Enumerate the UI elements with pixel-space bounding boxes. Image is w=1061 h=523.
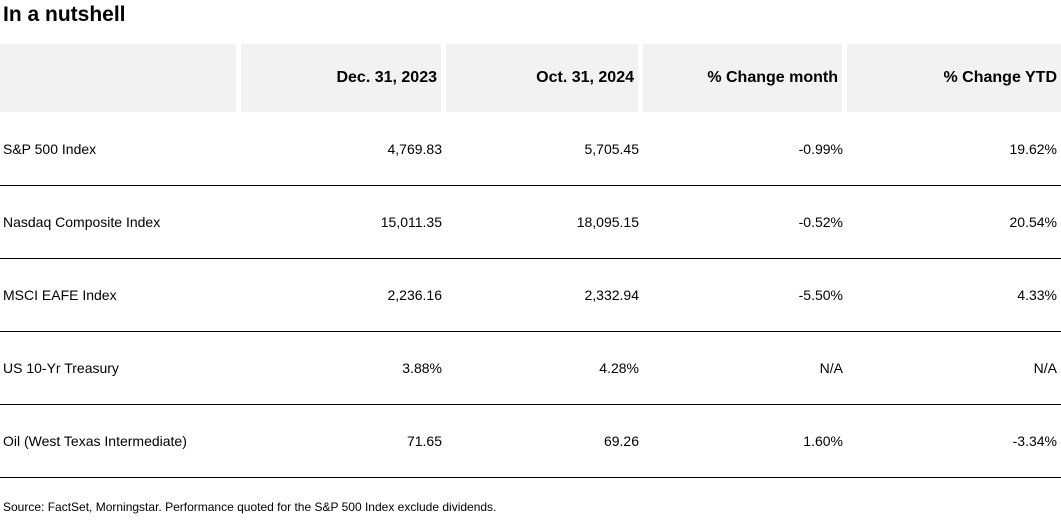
market-summary-table: Dec. 31, 2023 Oct. 31, 2024 % Change mon…	[0, 44, 1061, 478]
cell-dec-2023: 71.65	[241, 405, 446, 478]
table-row: MSCI EAFE Index 2,236.16 2,332.94 -5.50%…	[0, 259, 1061, 332]
header-oct-2024: Oct. 31, 2024	[446, 44, 643, 112]
cell-dec-2023: 2,236.16	[241, 259, 446, 332]
cell-dec-2023: 15,011.35	[241, 186, 446, 259]
table-row: Oil (West Texas Intermediate) 71.65 69.2…	[0, 405, 1061, 478]
row-name: Nasdaq Composite Index	[0, 186, 241, 259]
cell-dec-2023: 3.88%	[241, 332, 446, 405]
cell-oct-2024: 69.26	[446, 405, 643, 478]
source-footnote: Source: FactSet, Morningstar. Performanc…	[3, 500, 497, 514]
cell-change-ytd: -3.34%	[847, 405, 1061, 478]
cell-change-month: -0.99%	[643, 112, 847, 186]
cell-change-ytd: 20.54%	[847, 186, 1061, 259]
cell-change-month: N/A	[643, 332, 847, 405]
cell-oct-2024: 4.28%	[446, 332, 643, 405]
row-name: Oil (West Texas Intermediate)	[0, 405, 241, 478]
cell-change-ytd: 4.33%	[847, 259, 1061, 332]
header-index	[0, 44, 241, 112]
table-row: S&P 500 Index 4,769.83 5,705.45 -0.99% 1…	[0, 112, 1061, 186]
cell-change-month: -5.50%	[643, 259, 847, 332]
cell-oct-2024: 5,705.45	[446, 112, 643, 186]
cell-change-month: 1.60%	[643, 405, 847, 478]
table-row: US 10-Yr Treasury 3.88% 4.28% N/A N/A	[0, 332, 1061, 405]
table-body: S&P 500 Index 4,769.83 5,705.45 -0.99% 1…	[0, 112, 1061, 478]
row-name: S&P 500 Index	[0, 112, 241, 186]
header-row: Dec. 31, 2023 Oct. 31, 2024 % Change mon…	[0, 44, 1061, 112]
header-dec-2023: Dec. 31, 2023	[241, 44, 446, 112]
cell-oct-2024: 18,095.15	[446, 186, 643, 259]
header-change-ytd: % Change YTD	[847, 44, 1061, 112]
table-row: Nasdaq Composite Index 15,011.35 18,095.…	[0, 186, 1061, 259]
row-name: US 10-Yr Treasury	[0, 332, 241, 405]
cell-change-ytd: 19.62%	[847, 112, 1061, 186]
cell-dec-2023: 4,769.83	[241, 112, 446, 186]
table-header: Dec. 31, 2023 Oct. 31, 2024 % Change mon…	[0, 44, 1061, 112]
header-change-month: % Change month	[643, 44, 847, 112]
row-name: MSCI EAFE Index	[0, 259, 241, 332]
cell-change-ytd: N/A	[847, 332, 1061, 405]
cell-change-month: -0.52%	[643, 186, 847, 259]
page-title: In a nutshell	[3, 3, 126, 26]
cell-oct-2024: 2,332.94	[446, 259, 643, 332]
